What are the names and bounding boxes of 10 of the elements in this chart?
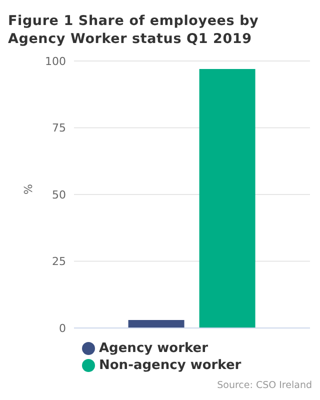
y-tick-label: 100	[45, 54, 66, 68]
legend-label: Agency worker	[99, 341, 208, 356]
y-tick-label: 0	[59, 322, 66, 335]
y-tick-label: 50	[52, 188, 66, 202]
y-tick-label: 25	[52, 255, 66, 268]
y-tick-label: 75	[52, 122, 66, 135]
source-note: Source: CSO Ireland	[216, 380, 312, 391]
legend-label: Non-agency worker	[99, 358, 242, 373]
chart-title: Figure 1 Share of employees by Agency Worker status Q1 2019	[8, 12, 260, 48]
y-axis-title: %	[22, 184, 35, 194]
